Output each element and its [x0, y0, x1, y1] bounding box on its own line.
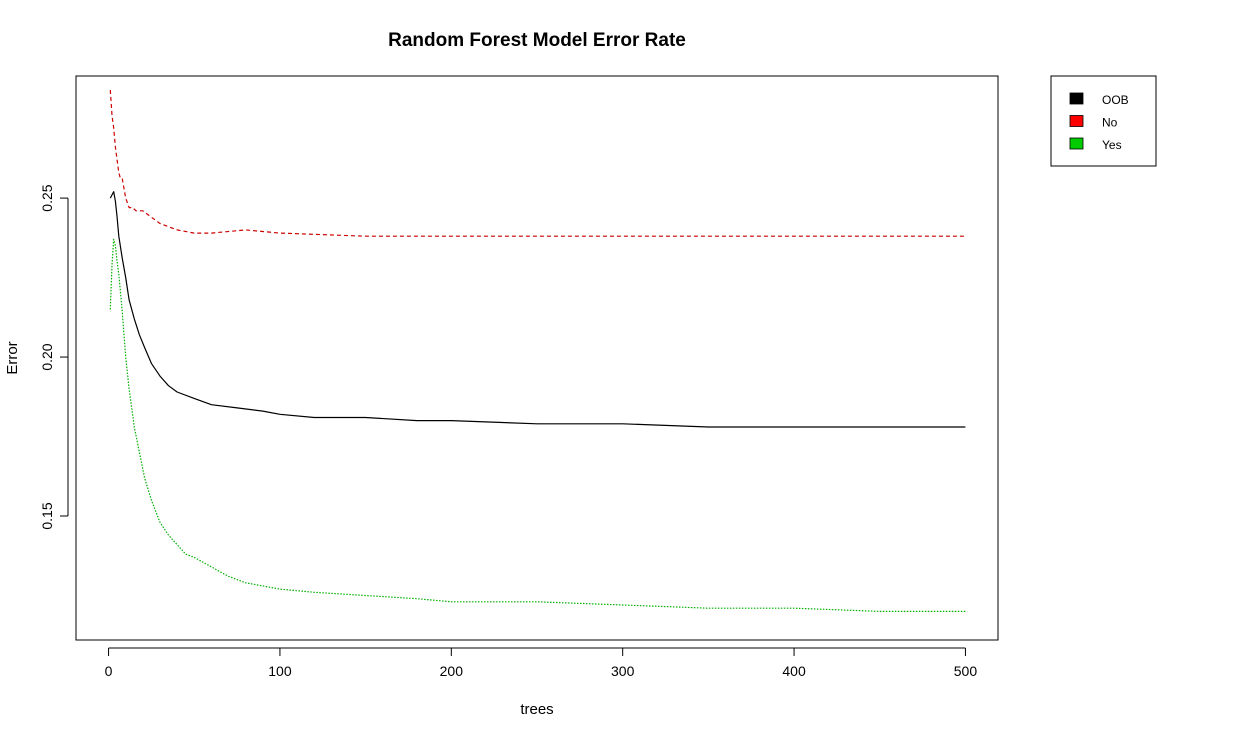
x-axis: 0 100 200 300 400 500: [105, 647, 978, 679]
series-layer: [109, 89, 966, 613]
x-tick-label: 200: [440, 663, 464, 679]
plot-frame: [75, 75, 999, 641]
series-line-no: [109, 89, 966, 237]
legend-swatch-yes: [1069, 137, 1084, 150]
x-axis-label: trees: [520, 701, 553, 718]
chart-title: Random Forest Model Error Rate: [388, 30, 686, 51]
y-axis: 0.15 0.20 0.25: [39, 184, 69, 530]
series-line-yes: [109, 238, 966, 613]
y-axis-label: Error: [4, 341, 21, 374]
y-tick-label: 0.25: [39, 184, 55, 211]
legend-label-yes: Yes: [1102, 138, 1122, 152]
y-tick-label: 0.20: [39, 343, 55, 370]
x-tick-label: 100: [268, 663, 292, 679]
legend-box: [1050, 75, 1157, 167]
legend-swatch-no: [1069, 115, 1084, 127]
legend: OOB No Yes: [1050, 75, 1157, 167]
series-line-oob: [109, 191, 966, 428]
y-tick-label: 0.15: [39, 502, 55, 529]
x-tick-label: 500: [954, 663, 978, 679]
legend-swatch-oob: [1069, 92, 1084, 105]
legend-label-oob: OOB: [1102, 93, 1129, 107]
x-tick-label: 400: [782, 663, 806, 679]
x-tick-label: 300: [611, 663, 635, 679]
x-tick-label: 0: [105, 663, 113, 679]
legend-label-no: No: [1102, 116, 1118, 130]
